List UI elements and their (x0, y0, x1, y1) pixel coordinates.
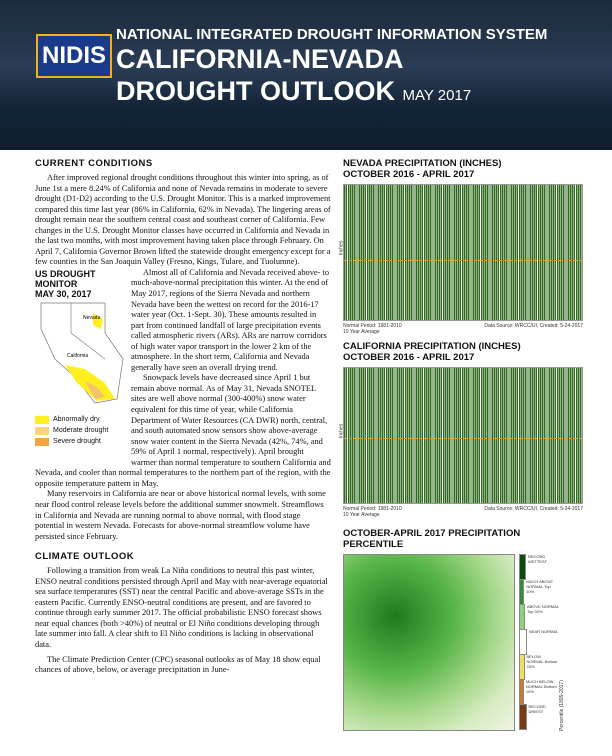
title: DROUGHT OUTLOOK MAY 2017 (116, 76, 471, 107)
map-date: MAY 30, 2017 (35, 289, 92, 299)
legend-label: RECORD WETTEST (527, 554, 548, 564)
legend-label: Severe drought (53, 438, 101, 446)
paragraph: Snowpack levels have decreased since Apr… (35, 373, 331, 488)
legend-label: NEAR NORMAL (529, 629, 559, 634)
map-label: California (67, 353, 88, 359)
paragraph: After improved regional drought conditio… (35, 173, 331, 267)
legend-item: MUCH ABOVE NORMAL Top 10% (519, 579, 559, 605)
legend-label: MUCH ABOVE NORMAL Top 10% (526, 579, 553, 594)
legend-label: 10 Year Average (343, 512, 380, 518)
legend-item: RECORD WETTEST (519, 554, 559, 580)
legend-item: BELOW NORMAL Bottom 33% (519, 654, 559, 680)
legend-item: Moderate drought (35, 426, 127, 435)
header: NIDIS NATIONAL INTEGRATED DROUGHT INFORM… (0, 0, 612, 150)
figure: CALIFORNIA PRECIPITATION (INCHES) OCTOBE… (338, 341, 583, 518)
figure-subtitle: OCTOBER 2016 - APRIL 2017 (343, 352, 475, 363)
figure-title: OCTOBER-APRIL 2017 PRECIPITATION PERCENT… (343, 528, 521, 550)
figure-title: CALIFORNIA PRECIPITATION (INCHES) (343, 341, 521, 352)
title: CALIFORNIA-NEVADA (116, 44, 404, 74)
legend-label: Normal Period: 1981-2010 (343, 506, 402, 512)
paragraph: Almost all of California and Nevada rece… (131, 267, 330, 372)
title: DROUGHT OUTLOOK (116, 76, 395, 106)
legend-item: ABOVE NORMAL Top 33% (519, 604, 559, 630)
map-title: US DROUGHT MONITOR (35, 269, 96, 289)
legend-label: ABOVE NORMAL Top 33% (526, 604, 559, 614)
paragraph: Many reservoirs in California are near o… (35, 489, 326, 541)
org-name: NATIONAL INTEGRATED DROUGHT INFORMATION … (116, 26, 548, 43)
legend-label: 10 Year Average (343, 329, 380, 335)
source: Data Source: WRCC/UI, Created: 5-24-2017 (484, 323, 583, 329)
figure-subtitle: OCTOBER 2016 - APRIL 2017 (343, 169, 475, 180)
legend-item: Abnormally dry (35, 415, 127, 424)
heading: CLIMATE OUTLOOK (35, 551, 135, 563)
legend-item: Severe drought (35, 437, 127, 446)
axis-label: Inches (338, 240, 345, 256)
logo: NIDIS (36, 34, 112, 78)
legend-label: MUCH BELOW NORMAL Bottom 10% (525, 679, 557, 694)
left-column: CURRENT CONDITIONS US DROUGHT MONITOR MA… (35, 158, 331, 676)
right-column: NEVADA PRECIPITATION (INCHES) OCTOBER 20… (338, 158, 583, 731)
chart-image: Inches (338, 367, 583, 504)
heading: CURRENT CONDITIONS (35, 158, 153, 169)
legend-label: RECORD DRIEST (528, 704, 546, 714)
figure: OCTOBER-APRIL 2017 PRECIPITATION PERCENT… (343, 528, 583, 731)
paragraph: The Climate Prediction Center (CPC) seas… (35, 654, 321, 675)
map-label: Nevada (83, 315, 100, 321)
axis-label: Inches (338, 423, 345, 439)
figure-title: NEVADA PRECIPITATION (INCHES) (343, 158, 502, 169)
legend-label: Moderate drought (53, 427, 109, 435)
legend-label: BELOW NORMAL Bottom 33% (526, 654, 558, 669)
legend: RECORD WETTEST MUCH ABOVE NORMAL Top 10% A… (519, 554, 559, 731)
map (343, 554, 515, 731)
source: Data Source: WRCC/UI, Created: 5-24-2017 (484, 506, 583, 512)
date: MAY 2017 (402, 87, 472, 104)
legend-item: RECORD DRIEST (519, 704, 559, 730)
legend-item: MUCH BELOW NORMAL Bottom 10% (519, 679, 559, 705)
paragraph: Following a transition from weak La Niña… (35, 566, 328, 649)
legend-label: Normal Period: 1981-2010 (343, 323, 402, 329)
axis-label: Percentile (1895-2017) (559, 680, 565, 731)
map: Nevada California (40, 302, 124, 404)
figure: NEVADA PRECIPITATION (INCHES) OCTOBER 20… (338, 158, 583, 335)
legend-item: NEAR NORMAL (519, 629, 559, 655)
drought-map: US DROUGHT MONITOR MAY 30, 2017 Nevada C… (35, 269, 127, 461)
legend-label: Abnormally dry (53, 416, 100, 424)
chart-image: Inches (338, 184, 583, 321)
